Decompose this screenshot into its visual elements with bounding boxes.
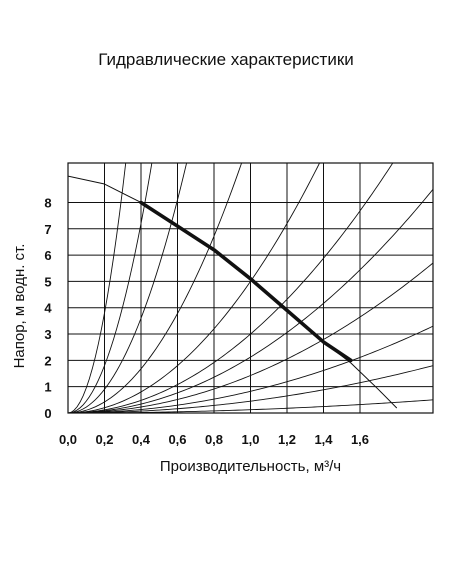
x-tick-label: 0,4 <box>132 432 151 447</box>
y-tick-label: 4 <box>44 301 52 316</box>
x-tick-label: 0,2 <box>95 432 113 447</box>
x-tick-label: 1,6 <box>351 432 369 447</box>
y-tick-label: 8 <box>44 195 51 210</box>
system-curves <box>68 163 433 413</box>
y-axis-title: Напор, м водн. ст. <box>11 244 28 369</box>
x-tick-label: 0,6 <box>168 432 186 447</box>
chart-title: Гидравлические характеристики <box>98 50 354 69</box>
x-tick-label: 1,0 <box>241 432 259 447</box>
plot-frame <box>67 162 434 414</box>
system-curve <box>68 163 243 413</box>
y-tick-labels: 0 1 2 3 4 5 6 7 8 <box>44 195 52 421</box>
y-tick-label: 0 <box>44 406 51 421</box>
x-tick-labels: 0,0 0,2 0,4 0,6 0,8 1,0 1,2 1,4 1,6 <box>59 432 369 447</box>
pump-curve-line <box>68 175 397 409</box>
x-axis-title: Производительность, м³/ч <box>160 458 341 475</box>
y-tick-label: 3 <box>44 327 51 342</box>
system-curve <box>68 262 433 413</box>
x-tick-label: 1,2 <box>278 432 296 447</box>
system-curve <box>68 163 127 413</box>
y-tick-label: 1 <box>44 380 51 395</box>
y-tick-label: 7 <box>44 222 51 237</box>
system-curve <box>68 163 394 413</box>
y-tick-label: 2 <box>44 353 51 368</box>
system-curve <box>68 189 433 413</box>
system-curve <box>68 163 153 413</box>
system-curve <box>68 163 321 413</box>
system-curve <box>68 325 433 413</box>
y-tick-label: 6 <box>44 248 51 263</box>
y-tick-label: 5 <box>44 274 51 289</box>
x-tick-label: 0,0 <box>59 432 77 447</box>
system-curve <box>68 163 188 413</box>
operating-range-line <box>139 200 353 363</box>
pump-curves <box>68 175 397 409</box>
x-tick-label: 0,8 <box>205 432 223 447</box>
system-curve <box>68 365 433 413</box>
x-tick-label: 1,4 <box>314 432 333 447</box>
